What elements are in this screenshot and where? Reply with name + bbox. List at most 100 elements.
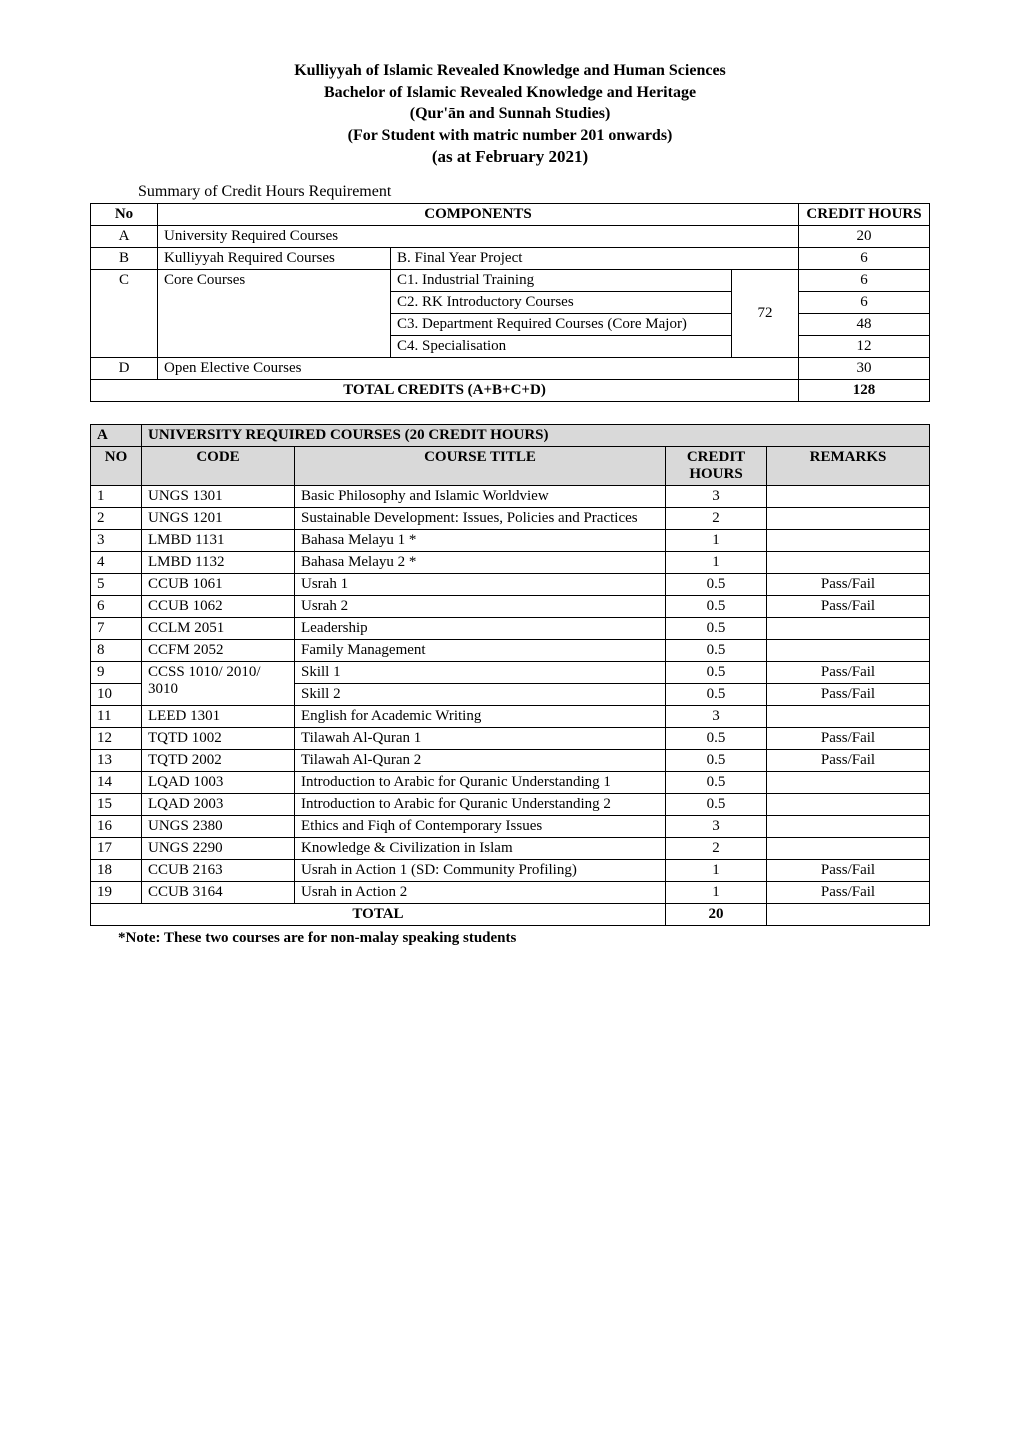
row-title: Introduction to Arabic for Quranic Under… xyxy=(295,794,666,816)
summary-c1-ch: 6 xyxy=(799,270,930,292)
footnote: *Note: These two courses are for non-mal… xyxy=(118,930,930,947)
table-row: 17UNGS 2290Knowledge & Civilization in I… xyxy=(91,838,930,860)
row-title: Sustainable Development: Issues, Policie… xyxy=(295,508,666,530)
row-credit-hours: 0.5 xyxy=(666,750,767,772)
row-code: UNGS 1301 xyxy=(142,486,295,508)
row-remarks xyxy=(767,508,930,530)
row-remarks xyxy=(767,838,930,860)
section-a-total-rem xyxy=(767,904,930,926)
row-credit-hours: 0.5 xyxy=(666,794,767,816)
table-row: 13TQTD 2002Tilawah Al-Quran 20.5Pass/Fai… xyxy=(91,750,930,772)
row-title: Tilawah Al-Quran 1 xyxy=(295,728,666,750)
row-code: LQAD 1003 xyxy=(142,772,295,794)
row-no: 10 xyxy=(91,684,142,706)
row-credit-hours: 1 xyxy=(666,552,767,574)
row-credit-hours: 2 xyxy=(666,838,767,860)
row-code: TQTD 1002 xyxy=(142,728,295,750)
row-code: CCUB 3164 xyxy=(142,882,295,904)
document-header: Kulliyyah of Islamic Revealed Knowledge … xyxy=(90,60,930,169)
summary-head-no: No xyxy=(91,204,158,226)
row-remarks: Pass/Fail xyxy=(767,860,930,882)
row-no: 13 xyxy=(91,750,142,772)
section-a-letter: A xyxy=(91,425,142,447)
summary-row-b: B Kulliyyah Required Courses B. Final Ye… xyxy=(91,248,930,270)
col-head-remarks: REMARKS xyxy=(767,447,930,486)
summary-c-no: C xyxy=(91,270,158,358)
table-row: 15LQAD 2003Introduction to Arabic for Qu… xyxy=(91,794,930,816)
section-a-title: UNIVERSITY REQUIRED COURSES (20 CREDIT H… xyxy=(142,425,930,447)
row-remarks xyxy=(767,772,930,794)
row-no: 3 xyxy=(91,530,142,552)
courses-table-a: A UNIVERSITY REQUIRED COURSES (20 CREDIT… xyxy=(90,424,930,926)
row-title: Basic Philosophy and Islamic Worldview xyxy=(295,486,666,508)
table-row: 5CCUB 1061Usrah 10.5Pass/Fail xyxy=(91,574,930,596)
row-remarks xyxy=(767,640,930,662)
row-title: Usrah in Action 2 xyxy=(295,882,666,904)
row-remarks xyxy=(767,530,930,552)
row-remarks: Pass/Fail xyxy=(767,574,930,596)
row-title: Usrah 2 xyxy=(295,596,666,618)
row-credit-hours: 0.5 xyxy=(666,772,767,794)
row-title: Usrah in Action 1 (SD: Community Profili… xyxy=(295,860,666,882)
row-credit-hours: 0.5 xyxy=(666,684,767,706)
row-code: UNGS 1201 xyxy=(142,508,295,530)
summary-c-label: Core Courses xyxy=(158,270,391,358)
row-credit-hours: 1 xyxy=(666,530,767,552)
summary-a-no: A xyxy=(91,226,158,248)
row-code: LQAD 2003 xyxy=(142,794,295,816)
table-row: 8CCFM 2052Family Management0.5 xyxy=(91,640,930,662)
summary-total-ch: 128 xyxy=(799,380,930,402)
col-head-title: COURSE TITLE xyxy=(295,447,666,486)
summary-d-label: Open Elective Courses xyxy=(158,358,799,380)
row-no: 15 xyxy=(91,794,142,816)
row-credit-hours: 0.5 xyxy=(666,574,767,596)
summary-row-total: TOTAL CREDITS (A+B+C+D) 128 xyxy=(91,380,930,402)
row-no: 8 xyxy=(91,640,142,662)
table-row: 18CCUB 2163Usrah in Action 1 (SD: Commun… xyxy=(91,860,930,882)
row-code: LMBD 1131 xyxy=(142,530,295,552)
section-a-total-row: TOTAL 20 xyxy=(91,904,930,926)
row-code: LMBD 1132 xyxy=(142,552,295,574)
table-row: 11LEED 1301English for Academic Writing3 xyxy=(91,706,930,728)
summary-c3-ch: 48 xyxy=(799,314,930,336)
table-row: 9CCSS 1010/ 2010/ 3010Skill 10.5Pass/Fai… xyxy=(91,662,930,684)
table-row: 2UNGS 1201Sustainable Development: Issue… xyxy=(91,508,930,530)
row-credit-hours: 2 xyxy=(666,508,767,530)
row-title: Skill 1 xyxy=(295,662,666,684)
table-row: 16UNGS 2380Ethics and Fiqh of Contempora… xyxy=(91,816,930,838)
table-row: 7CCLM 2051Leadership0.5 xyxy=(91,618,930,640)
row-remarks xyxy=(767,706,930,728)
row-code: LEED 1301 xyxy=(142,706,295,728)
table-row: 3LMBD 1131Bahasa Melayu 1 *1 xyxy=(91,530,930,552)
row-credit-hours: 0.5 xyxy=(666,640,767,662)
row-no: 5 xyxy=(91,574,142,596)
row-remarks xyxy=(767,794,930,816)
summary-d-no: D xyxy=(91,358,158,380)
header-line-5: (as at February 2021) xyxy=(90,146,930,169)
summary-head-components: COMPONENTS xyxy=(158,204,799,226)
row-title: Ethics and Fiqh of Contemporary Issues xyxy=(295,816,666,838)
summary-row-c1: C Core Courses C1. Industrial Training 7… xyxy=(91,270,930,292)
col-head-no: NO xyxy=(91,447,142,486)
row-code: CCLM 2051 xyxy=(142,618,295,640)
row-credit-hours: 1 xyxy=(666,882,767,904)
table-row: 4LMBD 1132Bahasa Melayu 2 *1 xyxy=(91,552,930,574)
row-code: CCUB 2163 xyxy=(142,860,295,882)
summary-c1-label: C1. Industrial Training xyxy=(391,270,732,292)
row-remarks xyxy=(767,816,930,838)
row-credit-hours: 3 xyxy=(666,706,767,728)
row-remarks: Pass/Fail xyxy=(767,728,930,750)
summary-c2-label: C2. RK Introductory Courses xyxy=(391,292,732,314)
row-code: CCUB 1061 xyxy=(142,574,295,596)
summary-total-label: TOTAL CREDITS (A+B+C+D) xyxy=(91,380,799,402)
row-no: 16 xyxy=(91,816,142,838)
table-row: 6CCUB 1062Usrah 20.5Pass/Fail xyxy=(91,596,930,618)
row-title: Introduction to Arabic for Quranic Under… xyxy=(295,772,666,794)
summary-c-span: 72 xyxy=(732,270,799,358)
row-no: 9 xyxy=(91,662,142,684)
summary-table: No COMPONENTS CREDIT HOURS A University … xyxy=(90,203,930,402)
section-a-head: A UNIVERSITY REQUIRED COURSES (20 CREDIT… xyxy=(91,425,930,447)
row-code: CCSS 1010/ 2010/ 3010 xyxy=(142,662,295,706)
summary-b-sub: B. Final Year Project xyxy=(391,248,799,270)
row-no: 2 xyxy=(91,508,142,530)
